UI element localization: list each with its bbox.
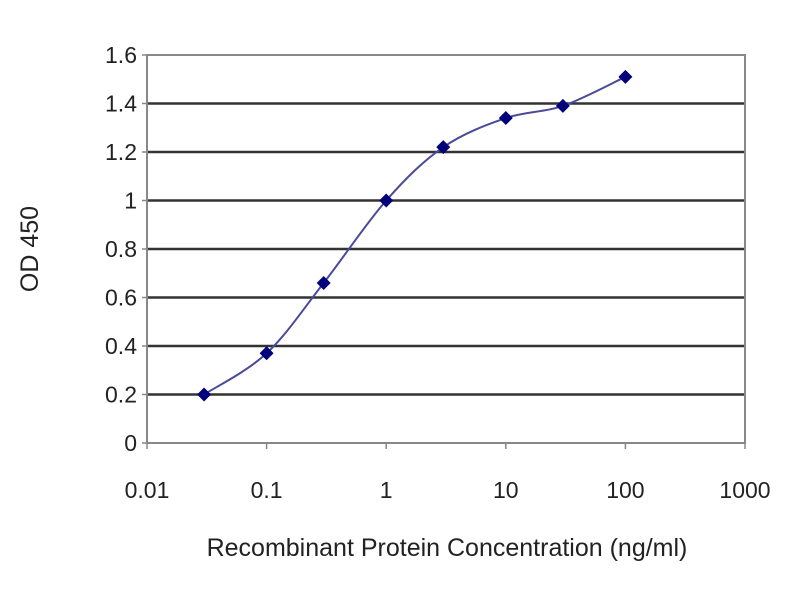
x-tick-label: 0.1 — [251, 477, 283, 503]
y-tick-labels: 0 0.2 0.4 0.6 0.8 1 1.2 1.4 1.6 — [105, 42, 147, 456]
data-point — [498, 111, 513, 126]
data-point — [197, 387, 212, 402]
y-tick-label: 1.2 — [105, 139, 137, 165]
x-tick-label: 1 — [380, 477, 393, 503]
x-tick-label: 1000 — [719, 477, 770, 503]
y-tick-label: 0.6 — [105, 285, 137, 311]
data-point — [618, 69, 633, 84]
y-tick-label: 1.4 — [105, 91, 137, 117]
x-axis-title: Recombinant Protein Concentration (ng/ml… — [207, 534, 688, 562]
y-tick-label: 0.2 — [105, 382, 137, 408]
data-point — [436, 140, 451, 155]
x-tick-labels: 0.01 0.1 1 10 100 1000 — [125, 443, 771, 503]
series-line — [203, 75, 626, 396]
data-point — [259, 346, 274, 361]
x-tick-label: 10 — [493, 477, 519, 503]
data-point — [316, 275, 331, 290]
y-tick-label: 0.4 — [105, 333, 137, 359]
y-tick-label: 0 — [124, 430, 137, 456]
y-tick-label: 1.6 — [105, 42, 137, 68]
y-tick-label: 1 — [124, 188, 137, 214]
x-tick-label: 100 — [606, 477, 644, 503]
gridlines — [147, 102, 745, 396]
y-axis-title: OD 450 — [16, 206, 44, 292]
x-tick-label: 0.01 — [125, 477, 170, 503]
data-point — [555, 98, 570, 113]
data-point — [379, 193, 394, 208]
y-tick-label: 0.8 — [105, 236, 137, 262]
data-points — [197, 69, 633, 402]
